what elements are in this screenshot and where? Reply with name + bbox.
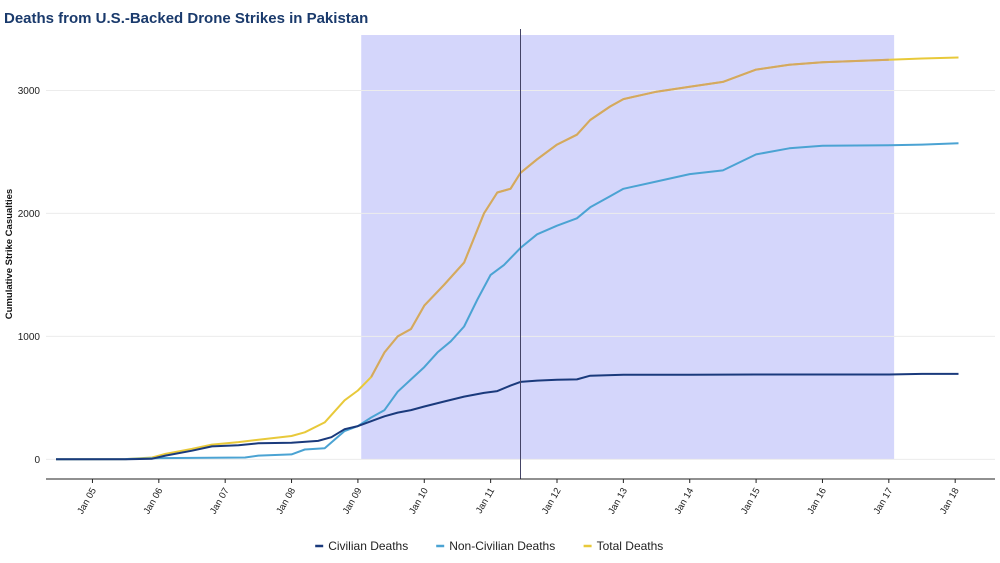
x-tick-label: Jan 08 — [274, 486, 298, 516]
series-line-non-civilian-deaths — [55, 142, 959, 461]
y-axis-label: Cumulative Strike Casualties — [4, 189, 15, 319]
chart-title: Deaths from U.S.-Backed Drone Strikes in… — [4, 10, 368, 27]
y-tick-label: 2000 — [18, 209, 41, 220]
legend-label: Total Deaths — [597, 539, 664, 553]
x-tick-label: Jan 07 — [208, 486, 232, 516]
shaded-period — [361, 35, 895, 460]
series-layer — [55, 56, 959, 461]
x-tick-label: Jan 17 — [872, 486, 896, 516]
legend-label: Civilian Deaths — [328, 539, 408, 553]
x-tick-label: Jan 05 — [75, 486, 99, 516]
x-tick-label: Jan 16 — [805, 486, 829, 516]
series-line-total-deaths — [370, 58, 889, 378]
x-tick-label: Jan 09 — [341, 486, 365, 516]
x-tick-label: Jan 10 — [407, 486, 431, 516]
series-line-civilian-deaths — [56, 372, 959, 461]
x-tick-label: Jan 11 — [474, 486, 497, 516]
x-tick-label: Jan 06 — [142, 486, 166, 516]
legend-label: Non-Civilian Deaths — [449, 539, 555, 553]
x-tick-label: Jan 15 — [739, 486, 763, 516]
y-tick-layer: 0 1000 2000 3000 — [18, 86, 41, 466]
x-tick-layer: Jan 05 Jan 06 Jan 07 Jan 08 Jan 09 Jan 10 Jan … — [75, 479, 962, 516]
y-tick-label: 3000 — [18, 86, 41, 97]
x-tick-label: Jan 12 — [540, 486, 564, 516]
x-tick-label: Jan 18 — [938, 486, 962, 516]
y-tick-label: 0 — [34, 455, 40, 466]
legend: Civilian Deaths Non-Civilian Deaths Total … — [315, 539, 663, 553]
x-tick-label: Jan 13 — [606, 486, 630, 516]
y-tick-label: 1000 — [18, 332, 41, 343]
x-tick-label: Jan 14 — [673, 486, 697, 516]
shaded-period-layer — [361, 35, 895, 460]
